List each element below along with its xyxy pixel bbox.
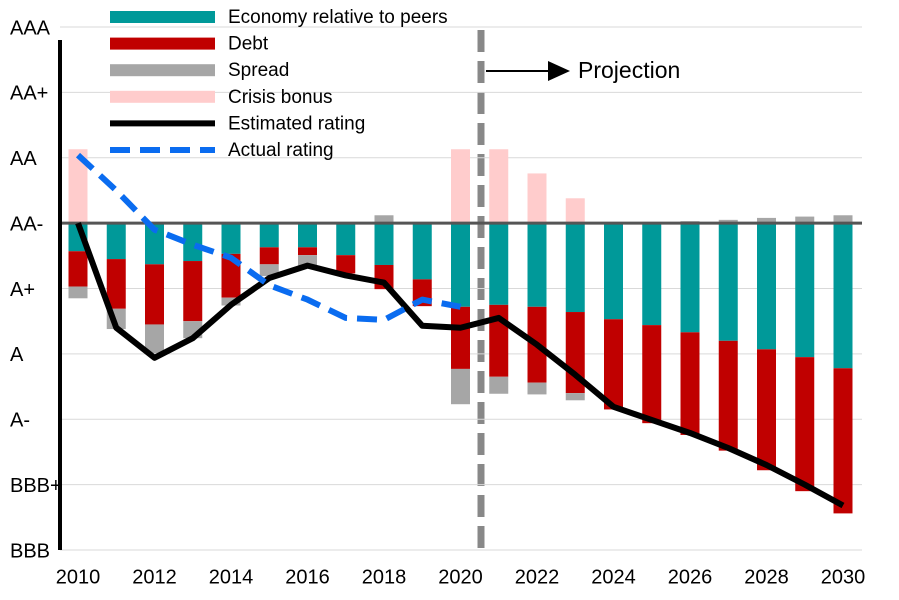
annotation: Projection: [578, 57, 680, 83]
y-tick-label: AA: [10, 148, 37, 170]
bar-segment: [374, 215, 394, 224]
legend-label: Economy relative to peers: [228, 7, 448, 28]
bar-segment: [106, 259, 126, 309]
bar-segment: [489, 376, 509, 394]
y-tick-label: A+: [10, 279, 35, 301]
x-tick-label: 2028: [744, 566, 789, 588]
bar-segment: [259, 223, 279, 248]
x-tick-label: 2030: [821, 566, 866, 588]
bar-segment: [259, 247, 279, 265]
y-tick-label: A: [10, 344, 24, 366]
y-tick-label: BBB: [10, 540, 50, 562]
bar-segment: [68, 149, 88, 224]
bar-segment: [489, 149, 509, 224]
bar-segment: [795, 223, 815, 358]
y-tick-label: AA-: [10, 213, 43, 235]
bar-segment: [833, 215, 853, 224]
x-tick-label: 2024: [591, 566, 636, 588]
y-tick-label: A-: [10, 410, 30, 432]
bar-segment: [642, 325, 662, 424]
bar-segment: [451, 149, 470, 224]
rating-line: [75, 222, 845, 509]
bar-segment: [642, 223, 662, 326]
bar-segment: [451, 368, 470, 405]
bar-segment: [183, 223, 203, 262]
x-tick-label: 2014: [209, 566, 254, 588]
bar-segment: [68, 251, 88, 287]
bar-segment: [833, 368, 853, 514]
bar-segment: [259, 264, 279, 277]
bar-segment: [298, 223, 317, 248]
legend-swatch: [110, 11, 215, 23]
bar-segment: [145, 223, 164, 265]
bar-segment: [795, 357, 815, 492]
bar-segment: [527, 223, 547, 307]
bar-segment: [489, 223, 509, 305]
bar-segment: [757, 349, 776, 471]
bar-segment: [336, 223, 356, 256]
bar-segment: [718, 340, 738, 451]
bar-segment: [757, 217, 776, 224]
bar-segment: [451, 223, 470, 307]
bar-segment: [833, 223, 853, 369]
bar-segment: [718, 219, 738, 224]
bar-segment: [527, 173, 547, 224]
x-tick-label: 2026: [668, 566, 713, 588]
bar-segment: [374, 223, 394, 265]
bar-segment: [145, 264, 164, 325]
bar-segment: [565, 393, 585, 401]
bar-segment: [604, 319, 623, 410]
legend-swatch: [110, 64, 215, 77]
y-tick-label: AAA: [10, 17, 51, 39]
bar-segment: [757, 223, 776, 350]
x-tick-label: 2020: [438, 566, 483, 588]
projection-arrowhead: [548, 61, 570, 81]
legend-label: Actual rating: [228, 140, 334, 161]
legend-swatch: [110, 90, 215, 103]
bar-segment: [298, 255, 317, 267]
rating-line: [75, 152, 462, 323]
bar-segment: [565, 223, 585, 313]
bar-segment: [527, 382, 547, 395]
legend-label: Debt: [228, 34, 269, 55]
bar-segment: [565, 198, 585, 224]
x-tick-label: 2012: [132, 566, 177, 588]
bar-segment: [183, 261, 203, 322]
bar-segment: [106, 223, 126, 260]
bar-segment: [298, 247, 317, 256]
bar-segment: [451, 306, 470, 369]
legend-swatch: [110, 37, 215, 50]
x-tick-label: 2010: [56, 566, 101, 588]
bar-segment: [336, 255, 356, 274]
y-tick-label: AA+: [10, 83, 48, 105]
legend-label: Estimated rating: [228, 113, 365, 134]
bar-segment: [145, 324, 164, 354]
x-tick-label: 2016: [285, 566, 330, 588]
bar-segment: [412, 223, 432, 280]
y-tick-label: BBB+: [10, 475, 62, 497]
x-tick-label: 2022: [515, 566, 560, 588]
x-tick-label: 2018: [362, 566, 407, 588]
legend-label: Crisis bonus: [228, 87, 333, 108]
bar-segment: [68, 286, 88, 299]
legend-label: Spread: [228, 60, 289, 81]
bar-segment: [221, 223, 241, 254]
bar-segment: [795, 216, 815, 224]
bar-segment: [680, 332, 700, 435]
bar-segment: [604, 223, 623, 320]
bar-segment: [680, 223, 700, 333]
bar-segment: [718, 223, 738, 341]
